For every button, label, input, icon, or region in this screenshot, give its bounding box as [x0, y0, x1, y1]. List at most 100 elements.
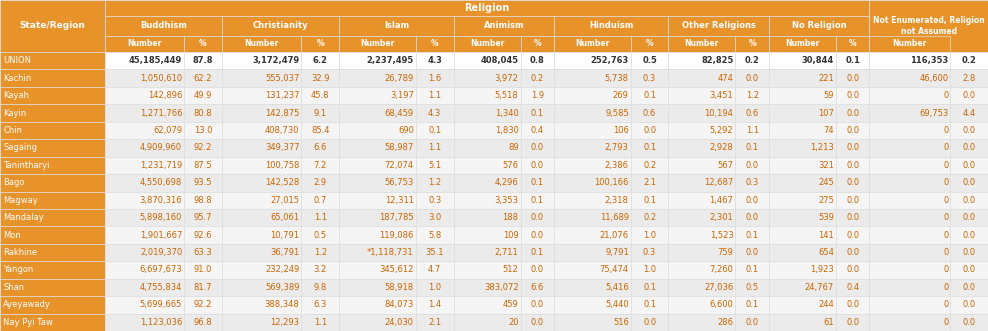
Text: 2.9: 2.9 — [314, 178, 327, 187]
Bar — [222, 52, 301, 70]
Bar — [301, 157, 339, 174]
Text: 1.4: 1.4 — [428, 300, 442, 309]
Bar — [554, 16, 669, 36]
Text: 0.3: 0.3 — [643, 74, 656, 83]
Bar — [554, 139, 630, 157]
Bar — [222, 174, 301, 192]
Text: %: % — [646, 39, 653, 49]
Text: 92.2: 92.2 — [194, 300, 212, 309]
Text: 512: 512 — [503, 265, 519, 274]
Bar — [222, 192, 301, 209]
Bar — [0, 104, 105, 122]
Text: %: % — [200, 39, 206, 49]
Bar — [222, 313, 301, 331]
Text: 3.2: 3.2 — [313, 265, 327, 274]
Text: 0: 0 — [944, 213, 948, 222]
Bar — [630, 174, 669, 192]
Text: 10,791: 10,791 — [271, 231, 299, 240]
Text: 0: 0 — [944, 248, 948, 257]
Text: 0.0: 0.0 — [962, 318, 976, 327]
Text: 221: 221 — [818, 74, 834, 83]
Text: 759: 759 — [717, 248, 733, 257]
Bar — [735, 52, 769, 70]
Text: 0: 0 — [944, 126, 948, 135]
Bar — [769, 87, 836, 104]
Bar — [554, 192, 630, 209]
Text: 7,260: 7,260 — [709, 265, 733, 274]
Bar — [105, 244, 184, 261]
Bar — [669, 209, 735, 226]
Text: 7.2: 7.2 — [313, 161, 327, 170]
Text: 0.0: 0.0 — [531, 300, 543, 309]
Bar — [184, 52, 222, 70]
Bar — [105, 87, 184, 104]
Text: 27,015: 27,015 — [271, 196, 299, 205]
Bar — [222, 261, 301, 279]
Text: 119,086: 119,086 — [379, 231, 414, 240]
Bar — [630, 139, 669, 157]
Text: 49.9: 49.9 — [194, 91, 212, 100]
Text: 474: 474 — [717, 74, 733, 83]
Bar — [869, 192, 950, 209]
Bar — [836, 70, 869, 87]
Bar — [184, 122, 222, 139]
Bar — [769, 313, 836, 331]
Text: Animism: Animism — [483, 22, 524, 30]
Text: 1,901,667: 1,901,667 — [140, 231, 182, 240]
Bar — [453, 16, 554, 36]
Text: 10,194: 10,194 — [704, 109, 733, 118]
Bar — [416, 296, 453, 313]
Text: 0: 0 — [944, 178, 948, 187]
Text: 0.6: 0.6 — [746, 109, 759, 118]
Bar — [105, 279, 184, 296]
Bar — [669, 16, 769, 36]
Text: 349,377: 349,377 — [265, 143, 299, 152]
Bar — [339, 244, 416, 261]
Bar — [554, 157, 630, 174]
Bar — [301, 104, 339, 122]
Text: 0.0: 0.0 — [846, 265, 860, 274]
Text: 3,972: 3,972 — [495, 74, 519, 83]
Bar — [339, 87, 416, 104]
Bar — [769, 192, 836, 209]
Text: Number: Number — [893, 39, 927, 49]
Bar — [769, 296, 836, 313]
Text: 4.4: 4.4 — [962, 109, 976, 118]
Text: 74: 74 — [823, 126, 834, 135]
Bar — [554, 296, 630, 313]
Text: 245: 245 — [818, 178, 834, 187]
Bar — [184, 313, 222, 331]
Text: 576: 576 — [503, 161, 519, 170]
Bar — [222, 36, 301, 52]
Bar — [554, 313, 630, 331]
Text: 0.5: 0.5 — [314, 231, 327, 240]
Bar — [339, 209, 416, 226]
Text: 232,249: 232,249 — [265, 265, 299, 274]
Bar — [554, 279, 630, 296]
Text: 0.2: 0.2 — [531, 74, 543, 83]
Text: 24,030: 24,030 — [385, 318, 414, 327]
Text: 0.1: 0.1 — [643, 283, 656, 292]
Bar — [735, 70, 769, 87]
Text: 0.0: 0.0 — [962, 231, 976, 240]
Text: 5,738: 5,738 — [605, 74, 628, 83]
Bar — [521, 104, 554, 122]
Bar — [339, 139, 416, 157]
Bar — [769, 157, 836, 174]
Bar — [416, 36, 453, 52]
Bar — [554, 36, 630, 52]
Bar — [669, 261, 735, 279]
Bar — [105, 192, 184, 209]
Bar — [630, 104, 669, 122]
Text: 91.0: 91.0 — [194, 265, 212, 274]
Text: 0.0: 0.0 — [846, 231, 860, 240]
Text: Hinduism: Hinduism — [589, 22, 633, 30]
Text: 1.1: 1.1 — [428, 91, 442, 100]
Text: Kayin: Kayin — [3, 109, 27, 118]
Text: Tanintharyi: Tanintharyi — [3, 161, 49, 170]
Text: 0.0: 0.0 — [643, 318, 656, 327]
Bar — [669, 157, 735, 174]
Bar — [301, 70, 339, 87]
Text: 30,844: 30,844 — [801, 56, 834, 65]
Bar — [521, 70, 554, 87]
